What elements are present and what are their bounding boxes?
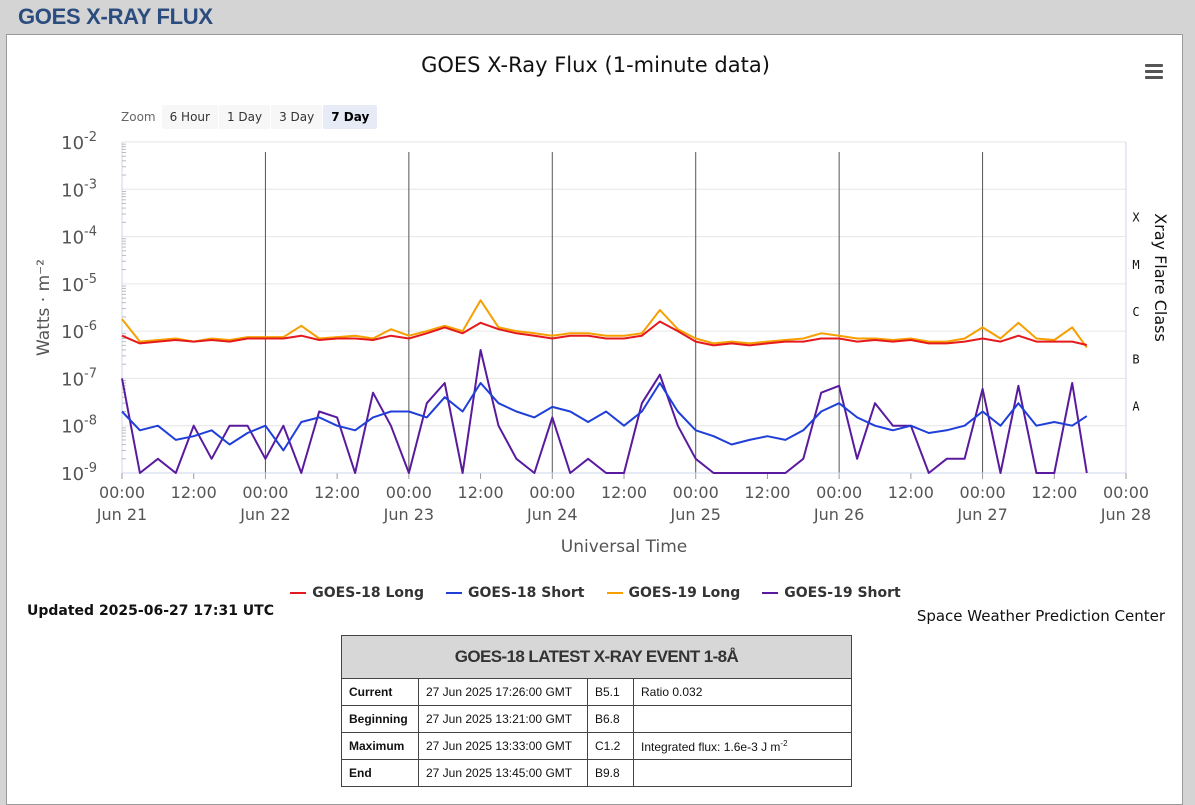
flare-class-label: B — [1132, 352, 1139, 366]
x-tick-date-label: Jun 26 — [813, 505, 864, 524]
series-line-goes-19-long — [121, 299, 1088, 349]
y-tick-label: 10-6 — [61, 319, 97, 343]
row-note-integrated-flux: Integrated flux: 1.6e-3 J m-2 — [633, 732, 852, 760]
legend-swatch — [606, 592, 623, 594]
table-row: Maximum 27 Jun 2025 13:33:00 GMT C1.2 In… — [341, 732, 852, 760]
table-row: End 27 Jun 2025 13:45:00 GMT B9.8 — [341, 759, 852, 787]
xray-flux-chart: 10-210-310-410-510-610-710-810-900:00Jun… — [34, 130, 1170, 557]
chart-legend: GOES-18 Long GOES-18 Short GOES-19 Long … — [7, 585, 1184, 601]
series-line-goes-18-short — [121, 382, 1088, 452]
zoom-bar: Zoom 6 Hour 1 Day 3 Day 7 Day — [121, 104, 378, 130]
row-label: Beginning — [341, 705, 419, 733]
legend-item-goes19-long[interactable]: GOES-19 Long — [606, 585, 741, 601]
legend-item-goes19-short[interactable]: GOES-19 Short — [762, 585, 901, 601]
row-class: C1.2 — [587, 732, 634, 760]
row-label: Current — [341, 678, 419, 706]
x-tick-label: 00:00 — [816, 483, 862, 502]
chart-panel: 10-2 10-3 10-4 10-5 10-6 10-7 10-8 10-9 00:00 Jun… — [6, 34, 1183, 805]
y-tick-label: 10-4 — [61, 225, 97, 249]
row-time: 27 Jun 2025 17:26:00 GMT — [418, 678, 588, 706]
chart-menu-button[interactable] — [1143, 61, 1165, 81]
legend-label: GOES-19 Short — [784, 585, 901, 601]
zoom-3-day-button[interactable]: 3 Day — [271, 105, 323, 129]
x-tick-label: 12:00 — [171, 483, 217, 502]
zoom-6-hour-button[interactable]: 6 Hour — [161, 105, 218, 129]
y-tick-label: 10-7 — [61, 366, 97, 390]
row-note — [633, 705, 852, 733]
row-class: B6.8 — [587, 705, 634, 733]
x-tick-label: 12:00 — [888, 483, 934, 502]
x-tick-label: 00:00 — [529, 483, 575, 502]
row-label: End — [341, 759, 419, 787]
x-tick-date-label: Jun 24 — [526, 505, 577, 524]
y-axis-title: Watts · m⁻² — [34, 259, 54, 356]
flare-class-label: X — [1132, 211, 1140, 225]
x-tick-date-label: Jun 23 — [383, 505, 434, 524]
x-tick-label: 12:00 — [601, 483, 647, 502]
x-tick-label: 00:00 — [1103, 483, 1149, 502]
series-line-goes-18-long — [121, 320, 1088, 347]
row-time: 27 Jun 2025 13:33:00 GMT — [418, 732, 588, 760]
zoom-1-day-button[interactable]: 1 Day — [218, 105, 271, 129]
legend-item-goes18-short[interactable]: GOES-18 Short — [446, 585, 585, 601]
row-note-exponent: -2 — [780, 738, 788, 748]
legend-label: GOES-18 Short — [468, 585, 585, 601]
y-tick-label: 10-2 — [61, 130, 97, 154]
table-header-row: GOES-18 LATEST X-RAY EVENT 1-8Å — [341, 635, 852, 679]
x-tick-date-label: Jun 25 — [669, 505, 720, 524]
y2-axis-title: Xray Flare Class — [1151, 213, 1170, 342]
y-tick-label: 10-5 — [61, 272, 97, 296]
legend-item-goes18-long[interactable]: GOES-18 Long — [290, 585, 424, 601]
x-tick-label: 12:00 — [744, 483, 790, 502]
x-tick-date-label: Jun 21 — [96, 505, 147, 524]
x-tick-label: 12:00 — [458, 483, 504, 502]
row-class: B9.8 — [587, 759, 634, 787]
plot-area — [122, 142, 1126, 473]
page-header: GOES X-RAY FLUX — [0, 0, 1195, 34]
row-note — [633, 759, 852, 787]
x-tick-date-label: Jun 27 — [956, 505, 1007, 524]
legend-label: GOES-18 Long — [312, 585, 425, 601]
page-title: GOES X-RAY FLUX — [18, 4, 213, 29]
table-row: Current 27 Jun 2025 17:26:00 GMT B5.1 Ra… — [341, 678, 852, 706]
x-axis-title: Universal Time — [561, 537, 687, 557]
event-table-title: GOES-18 LATEST X-RAY EVENT 1-8Å — [341, 635, 852, 679]
flare-class-label: M — [1132, 258, 1139, 272]
x-tick-label: 12:00 — [1031, 483, 1077, 502]
x-tick-label: 00:00 — [386, 483, 432, 502]
row-time: 27 Jun 2025 13:45:00 GMT — [418, 759, 588, 787]
legend-swatch — [290, 592, 307, 594]
legend-label: GOES-19 Long — [628, 585, 741, 601]
row-class: B5.1 — [587, 678, 634, 706]
x-tick-date-label: Jun 22 — [239, 505, 290, 524]
y-tick-label: 10-9 — [61, 461, 97, 485]
x-tick-label: 00:00 — [242, 483, 288, 502]
x-tick-label: 12:00 — [314, 483, 360, 502]
x-tick-label: 00:00 — [960, 483, 1006, 502]
row-note: Integrated flux: 1.6e-3 J m — [641, 739, 781, 754]
x-tick-label: 00:00 — [673, 483, 719, 502]
zoom-7-day-button[interactable]: 7 Day — [323, 105, 378, 129]
x-tick-label: 00:00 — [99, 483, 145, 502]
x-tick-date-label: Jun 28 — [1100, 505, 1151, 524]
series-line-goes-19-short — [121, 349, 1088, 474]
table-row: Beginning 27 Jun 2025 13:21:00 GMT B6.8 — [341, 705, 852, 733]
flare-class-label: C — [1132, 305, 1139, 319]
latest-event-table: GOES-18 LATEST X-RAY EVENT 1-8Å Current … — [341, 635, 852, 787]
row-note: Ratio 0.032 — [633, 678, 852, 706]
zoom-label: Zoom — [121, 110, 156, 124]
y-tick-label: 10-8 — [61, 414, 97, 438]
updated-timestamp: Updated 2025-06-27 17:31 UTC — [27, 603, 274, 619]
row-label: Maximum — [341, 732, 419, 760]
legend-swatch — [446, 592, 463, 594]
row-time: 27 Jun 2025 13:21:00 GMT — [418, 705, 588, 733]
flare-class-label: A — [1132, 400, 1140, 414]
hamburger-menu-icon — [1143, 61, 1165, 79]
credit-text: Space Weather Prediction Center — [916, 607, 1165, 625]
chart-title: GOES X-Ray Flux (1-minute data) — [421, 53, 770, 77]
y-tick-label: 10-3 — [61, 177, 97, 201]
legend-swatch — [762, 592, 779, 594]
